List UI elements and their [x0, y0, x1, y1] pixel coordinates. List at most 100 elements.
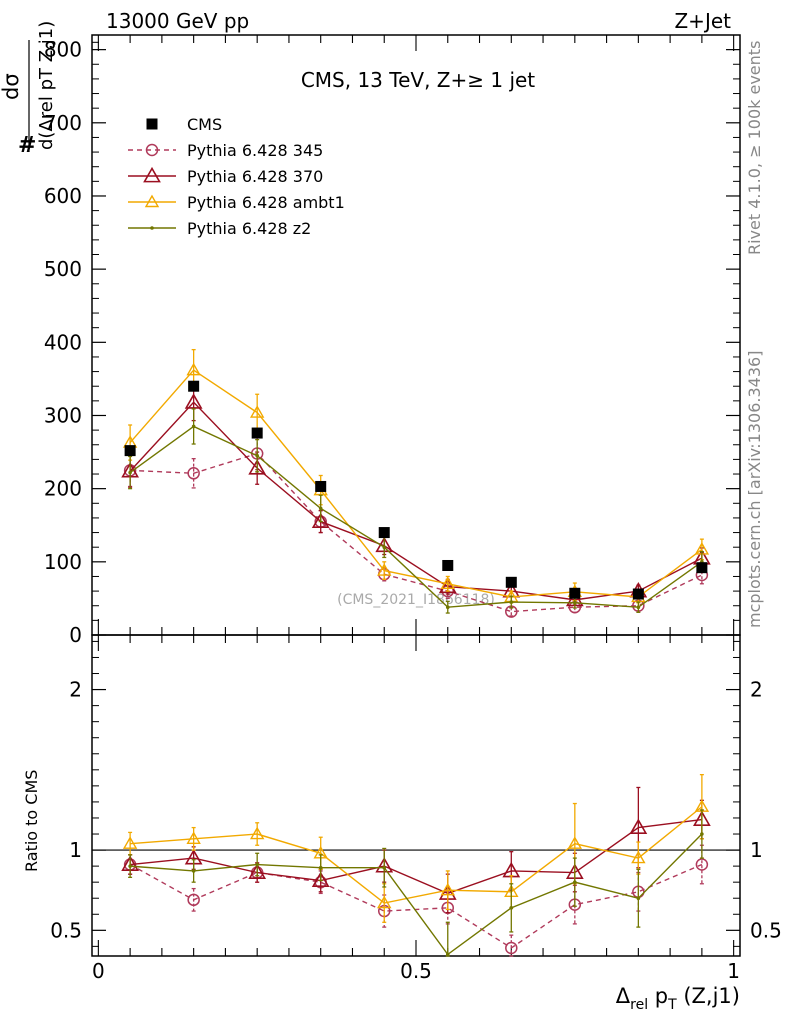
marker-ambt1: [122, 836, 138, 849]
y-label-numerator: dσ: [0, 73, 23, 100]
x-tick-label: 1: [727, 959, 740, 983]
x-tick-label: 0: [92, 959, 105, 983]
series-cms: [124, 380, 708, 600]
marker-p345: [695, 858, 709, 871]
marker-cms: [632, 588, 644, 600]
marker-z2: [128, 470, 132, 475]
series-line-p345: [130, 452, 703, 613]
x-axis-label: Δrel pT (Z,j1): [616, 984, 740, 1013]
chart-title: CMS, 13 TeV, Z+≥ 1 jet: [301, 68, 535, 92]
y-tick-label: 700: [44, 111, 82, 135]
marker-cms: [569, 587, 581, 599]
header-left: 13000 GeV pp: [106, 9, 249, 33]
legend-item-cms: CMS: [146, 115, 222, 134]
x-label-p: p: [648, 984, 668, 1008]
x-label-tail: (Z,j1): [677, 984, 740, 1008]
series-line-ambt1: [129, 369, 703, 598]
marker-p370: [184, 393, 203, 409]
ratio-tick-label-right: 2: [750, 678, 763, 702]
y-tick-label: 200: [44, 477, 82, 501]
marker-cms: [124, 445, 136, 457]
marker-cms: [505, 576, 517, 588]
x-label-delta: Δ: [616, 984, 631, 1008]
marker-ambt1: [440, 882, 455, 896]
x-tick-label: 0.5: [400, 959, 432, 983]
ratio-tick-label-right: 0.5: [750, 918, 782, 942]
y-axis-label-ratio: Ratio to CMS: [22, 770, 41, 872]
marker-ambt1: [377, 895, 392, 909]
series-line-z2: [129, 425, 703, 608]
legend: CMS Pythia 6.428 345 Pythia 6.428 370 Pythi…: [128, 115, 345, 238]
series-p370: [121, 383, 711, 607]
legend-label-z2: Pythia 6.428 z2: [187, 219, 311, 238]
marker-ambt1: [631, 850, 646, 864]
marker-cms: [251, 427, 263, 439]
ratio-panel-frame: [91, 634, 741, 957]
marker-p370: [248, 459, 267, 475]
y-tick-label: 600: [44, 184, 82, 208]
series-p345: [123, 436, 709, 618]
marker-z2: [318, 865, 323, 870]
y-tick-label: 0: [69, 623, 82, 647]
marker-ambt1: [249, 826, 265, 840]
main-y-axis: 0 100 200 300 400 500 600 700 800: [44, 38, 740, 647]
series-line-p370: [130, 818, 702, 895]
marker-z2: [509, 906, 514, 910]
mcplots-label: mcplots.cern.ch [arXiv:1306.3436]: [745, 351, 764, 628]
marker-z2: [445, 605, 450, 609]
marker-p345: [187, 467, 200, 480]
marker-cms: [696, 562, 708, 574]
legend-item-ambt1: Pythia 6.428 ambt1: [128, 193, 345, 212]
marker-cms: [188, 380, 200, 392]
y-label-denominator: d(Δrel pT Z,j1): [36, 21, 57, 150]
marker-z2: [318, 506, 323, 511]
ratio-y-axis: 0.5 0.5 1 1 2 2: [50, 640, 782, 947]
marker-z2: [445, 952, 450, 957]
marker-z2: [382, 545, 387, 549]
marker-z2: [128, 864, 132, 868]
marker-z2: [636, 896, 641, 901]
marker-p370: [629, 818, 648, 835]
marker-z2: [573, 601, 577, 605]
marker-z2: [509, 600, 514, 604]
marker-cms: [378, 527, 390, 539]
marker-p370: [311, 871, 330, 887]
marker-p370: [438, 577, 457, 594]
x-label-T: T: [667, 997, 677, 1013]
marker-cms: [315, 480, 327, 492]
ratio-tick-label: 1: [69, 838, 82, 862]
y-tick-label: 400: [44, 330, 82, 354]
series-z2: [128, 408, 704, 614]
marker-z2: [382, 865, 387, 870]
marker-p345: [187, 893, 200, 907]
series-ambt1: [122, 773, 710, 923]
marker-p370: [248, 863, 267, 879]
y-tick-label: 500: [44, 257, 82, 281]
y-axis-label-main: # dσ d(Δrel pT Z,j1): [0, 21, 57, 158]
y-label-hash: #: [18, 133, 36, 158]
series-z2: [128, 809, 704, 957]
watermark: (CMS_2021_I1866118): [337, 592, 495, 608]
ratio-tick-label: 0.5: [50, 918, 82, 942]
marker-ambt1: [440, 576, 455, 589]
series-line-p345: [129, 863, 703, 949]
marker-z2: [191, 869, 196, 873]
marker-z2: [191, 424, 196, 429]
marker-z2: [573, 880, 577, 884]
header-right: Z+Jet: [674, 9, 731, 33]
x-axis: 0 0.5 1: [92, 35, 740, 983]
marker-ambt1: [144, 194, 160, 208]
series-line-z2: [130, 833, 703, 956]
y-tick-label: 800: [44, 38, 82, 62]
marker-ambt1: [249, 405, 265, 418]
marker-ambt1: [567, 836, 583, 849]
legend-label-ambt1: Pythia 6.428 ambt1: [187, 193, 345, 212]
ratio-tick-label-right: 1: [750, 838, 763, 862]
legend-label-cms: CMS: [187, 115, 222, 134]
legend-label-p370: Pythia 6.428 370: [187, 167, 323, 186]
series-line-p370: [129, 401, 703, 601]
rivet-label: Rivet 4.1.0, ≥ 100k events: [745, 41, 764, 255]
marker-p370: [143, 166, 161, 183]
marker-p345: [145, 143, 159, 157]
